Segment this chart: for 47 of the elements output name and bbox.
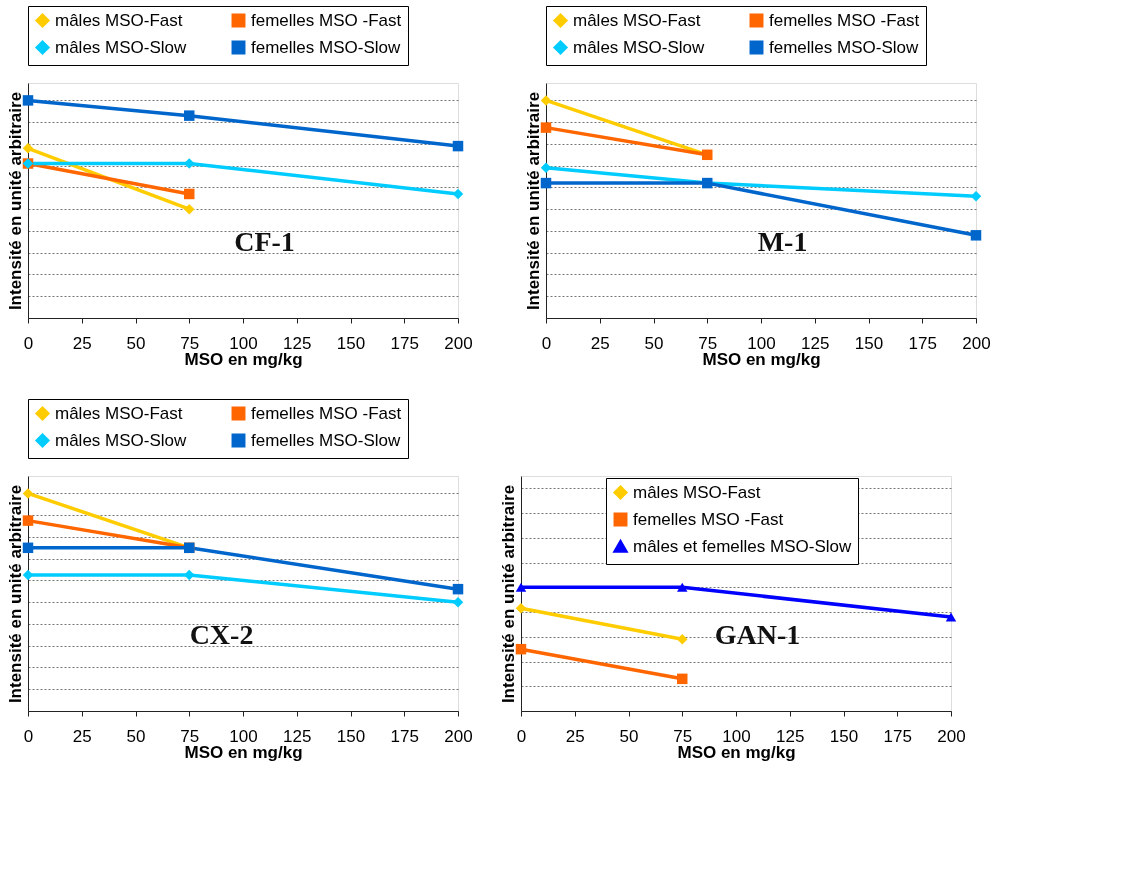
x-tick-label: 200 [444,726,473,746]
legend-label: femelles MSO -Fast [633,509,784,529]
text: M-1 [757,225,808,257]
x-tick-label: 175 [883,726,912,746]
x-tick-label: 175 [390,726,419,746]
x-tick-label: 175 [390,333,419,353]
legend-label: mâles MSO-Slow [55,430,188,450]
x-tick-label: 200 [444,333,473,353]
y-axis-title: Intensité en unité arbitraire [523,91,543,311]
x-tick-label: 50 [126,726,146,746]
x-tick-label: 50 [619,726,639,746]
legend-label: mâles et femelles MSO-Slow [633,536,852,556]
y-axis-title: Intensité en unité arbitraire [498,484,518,704]
y-axis-title: Intensité en unité arbitraire [5,484,25,704]
x-tick-label: 150 [336,333,366,353]
x-tick-label: 50 [126,333,146,353]
x-tick-label: 150 [336,726,366,746]
x-tick-label: 0 [516,726,527,746]
y-axis-title: Intensité en unité arbitraire [5,91,25,311]
x-tick-label: 150 [829,726,859,746]
x-tick-label: 25 [565,726,585,746]
legend-label: mâles MSO-Fast [55,10,183,30]
x-tick-label: 150 [854,333,884,353]
x-tick-label: 0 [23,726,34,746]
legend-label: mâles MSO-Fast [55,403,183,423]
x-tick-label: 0 [23,333,34,353]
x-tick-label: 25 [72,726,92,746]
legend-label: femelles MSO-Slow [251,430,401,450]
legend-label: mâles MSO-Slow [55,37,188,57]
x-tick-label: 25 [72,333,92,353]
text: GAN-1 [714,618,801,650]
x-tick-label: 25 [590,333,610,353]
legend-label: mâles MSO-Fast [633,482,761,502]
x-tick-label: 200 [962,333,991,353]
legend-label: mâles MSO-Slow [573,37,706,57]
text: CX-2 [189,618,254,650]
x-tick-label: 50 [644,333,664,353]
x-tick-label: 0 [541,333,552,353]
legend-label: femelles MSO -Fast [251,403,402,423]
x-tick-label: 175 [908,333,937,353]
x-tick-label: 200 [937,726,966,746]
text: CF-1 [234,225,295,257]
legend-label: femelles MSO -Fast [769,10,920,30]
legend-label: femelles MSO-Slow [251,37,401,57]
legend-label: mâles MSO-Fast [573,10,701,30]
legend-label: femelles MSO -Fast [251,10,402,30]
legend-label: femelles MSO-Slow [769,37,919,57]
